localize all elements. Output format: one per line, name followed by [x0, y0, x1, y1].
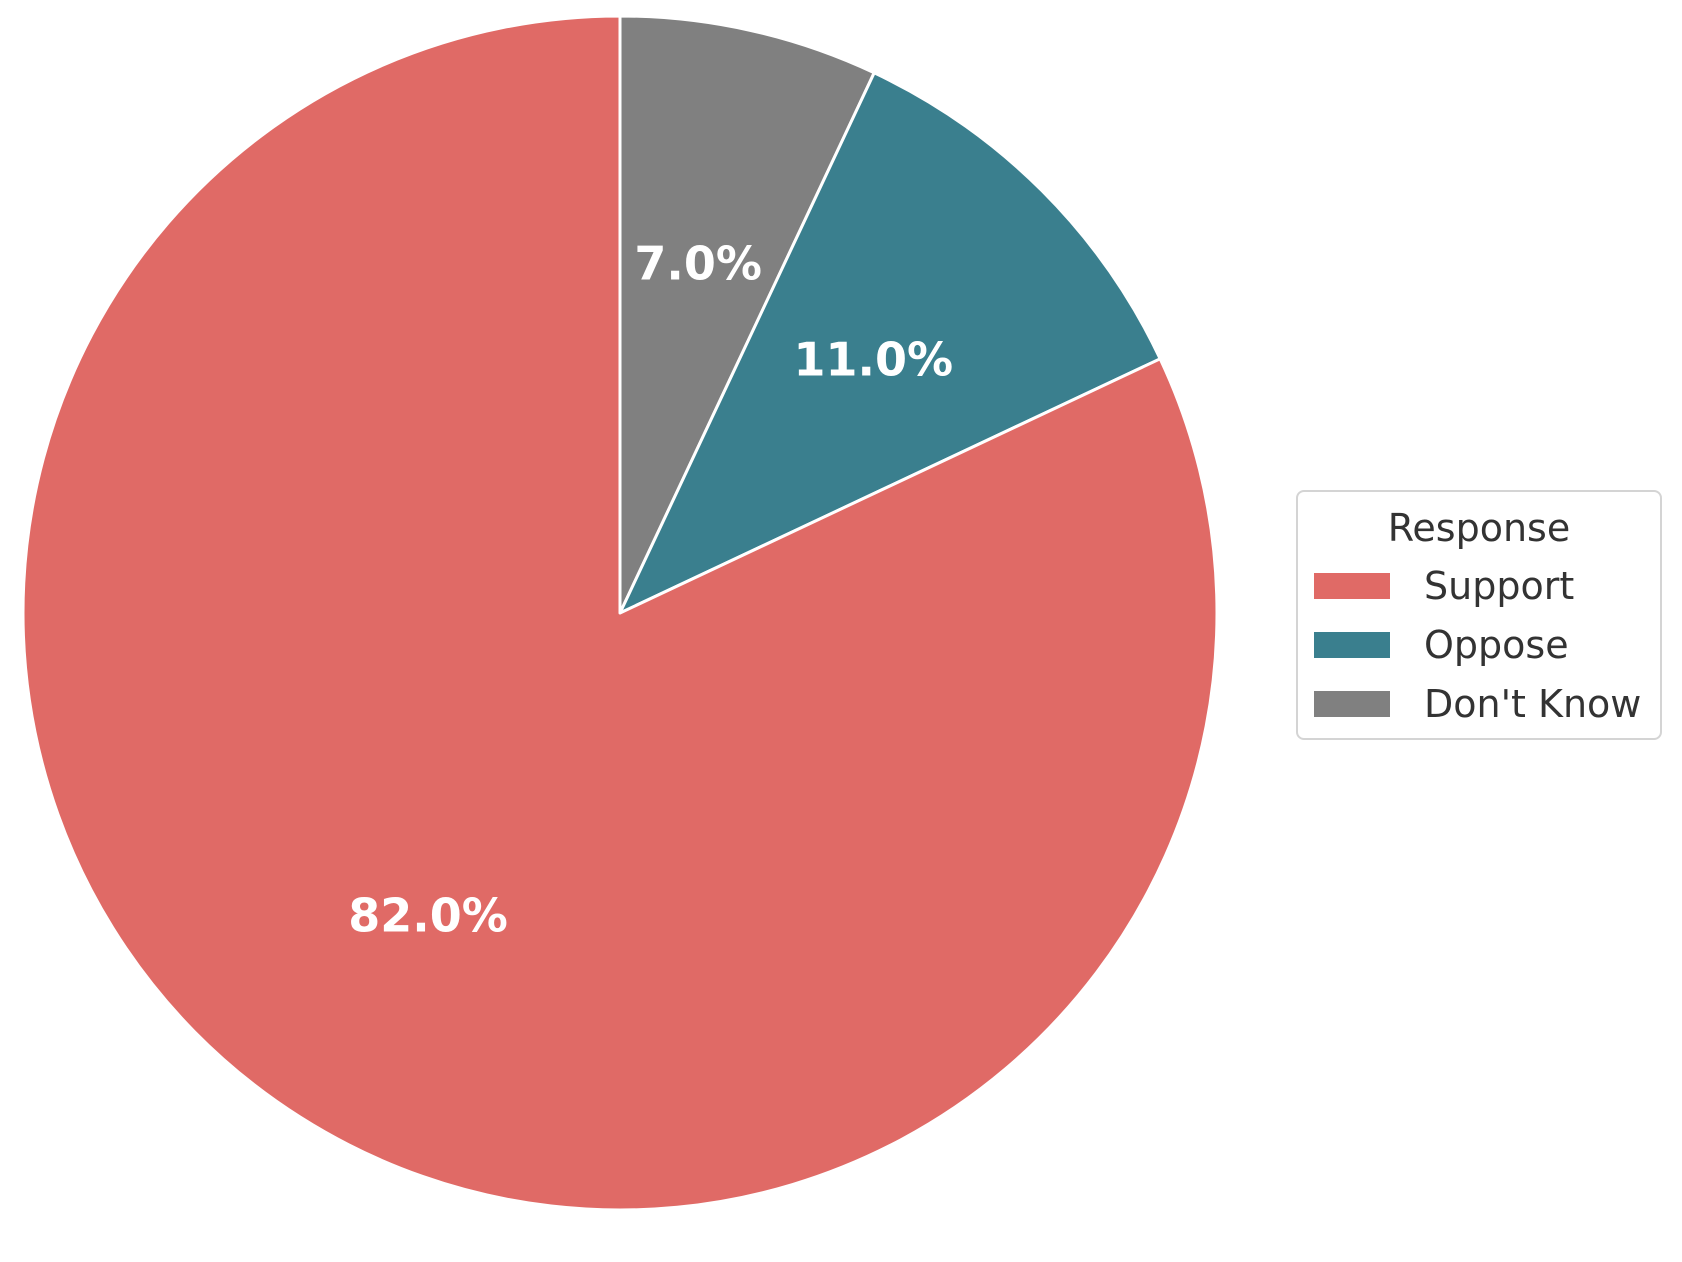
legend-item-dont-know: Don't Know — [1298, 674, 1660, 733]
legend-item-support: Support — [1298, 556, 1660, 615]
legend-swatch-oppose — [1314, 631, 1390, 658]
legend-swatch-dont-know — [1314, 690, 1390, 717]
legend-title: Response — [1387, 506, 1571, 550]
pie-slices — [21, 14, 1219, 1212]
legend-label-dont-know: Don't Know — [1424, 681, 1642, 726]
pie-label-support: 82.0% — [348, 888, 508, 942]
pie-label-don-t-know: 7.0% — [634, 236, 762, 290]
legend-swatch-support — [1314, 572, 1390, 599]
pie-slice-support — [21, 14, 1219, 1212]
legend-label-support: Support — [1424, 563, 1575, 608]
pie-slice-oppose — [618, 71, 1162, 615]
legend-label-oppose: Oppose — [1424, 622, 1569, 667]
pie-slice-don-t-know — [618, 14, 876, 615]
pie-label-oppose: 11.0% — [793, 333, 953, 387]
legend-item-oppose: Oppose — [1298, 615, 1660, 674]
chart-legend: Response Support Oppose Don't Know — [1296, 490, 1662, 740]
pie-labels: 7.0% 11.0% 82.0% — [348, 236, 953, 942]
